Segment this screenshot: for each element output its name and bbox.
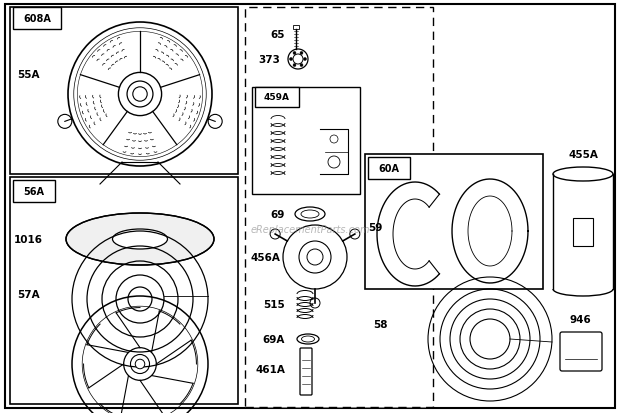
Text: 57A: 57A	[17, 289, 39, 299]
Circle shape	[293, 64, 296, 67]
FancyBboxPatch shape	[300, 348, 312, 395]
Ellipse shape	[66, 214, 214, 266]
FancyBboxPatch shape	[365, 154, 543, 289]
Text: 455A: 455A	[568, 150, 598, 159]
Text: 60A: 60A	[378, 164, 399, 173]
FancyBboxPatch shape	[293, 26, 299, 30]
FancyBboxPatch shape	[252, 88, 360, 195]
FancyBboxPatch shape	[10, 8, 238, 175]
FancyBboxPatch shape	[13, 180, 55, 202]
FancyBboxPatch shape	[10, 178, 238, 404]
Text: 461A: 461A	[255, 364, 285, 374]
Text: 58: 58	[373, 319, 388, 329]
Text: eReplacementParts.com: eReplacementParts.com	[250, 224, 370, 235]
Text: 459A: 459A	[264, 92, 290, 101]
Circle shape	[290, 58, 293, 62]
Text: 608A: 608A	[23, 14, 51, 24]
Text: 69A: 69A	[263, 334, 285, 344]
Text: 515: 515	[264, 299, 285, 309]
Circle shape	[300, 64, 303, 67]
Ellipse shape	[112, 230, 167, 249]
Text: 55A: 55A	[17, 70, 39, 80]
Text: 1016: 1016	[14, 235, 43, 244]
Text: 65: 65	[270, 30, 285, 40]
FancyBboxPatch shape	[245, 8, 433, 407]
FancyBboxPatch shape	[573, 218, 593, 246]
Circle shape	[293, 52, 296, 55]
FancyBboxPatch shape	[368, 158, 410, 180]
Text: 59: 59	[368, 223, 382, 233]
Text: 56A: 56A	[24, 187, 45, 197]
Circle shape	[135, 359, 144, 369]
Text: 373: 373	[258, 55, 280, 65]
Text: 456A: 456A	[250, 252, 280, 262]
FancyBboxPatch shape	[560, 332, 602, 371]
Text: 69: 69	[270, 209, 285, 219]
FancyBboxPatch shape	[255, 88, 299, 108]
Circle shape	[304, 58, 306, 62]
FancyBboxPatch shape	[5, 5, 615, 408]
Text: 946: 946	[569, 314, 591, 324]
FancyBboxPatch shape	[13, 8, 61, 30]
Circle shape	[300, 52, 303, 55]
